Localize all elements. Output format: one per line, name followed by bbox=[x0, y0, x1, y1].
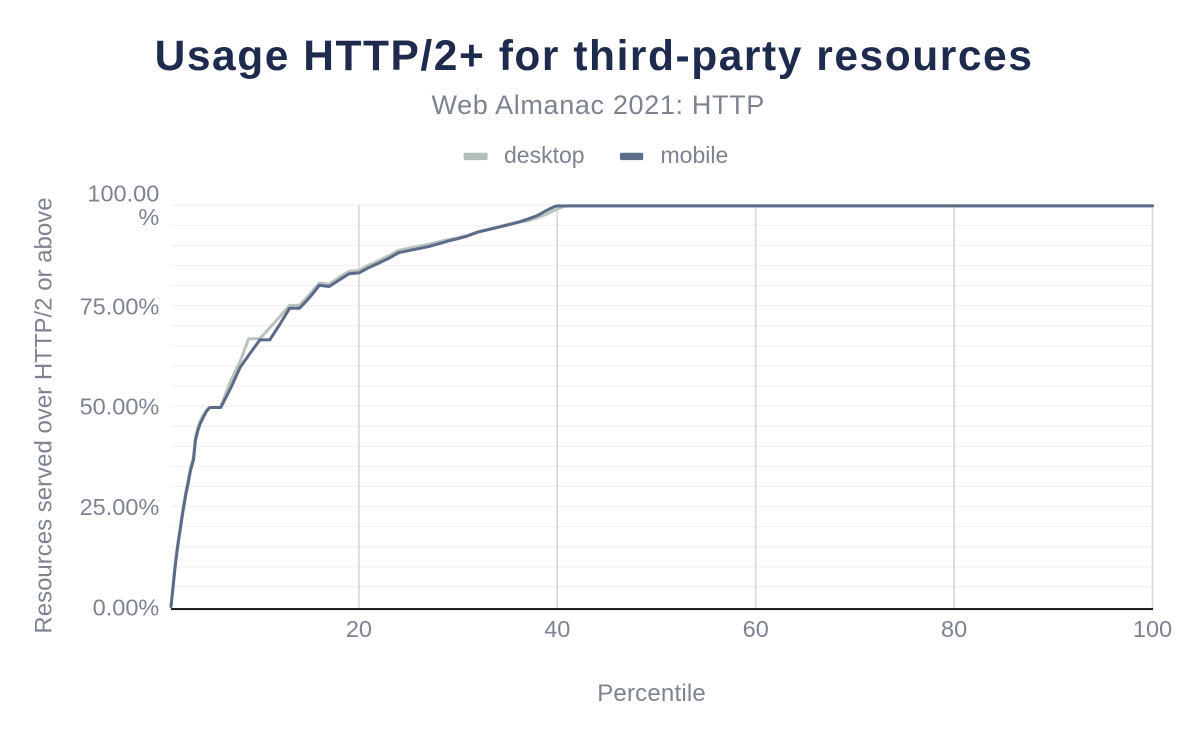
svg-text:100.00: 100.00 bbox=[87, 180, 159, 206]
svg-text:75.00%: 75.00% bbox=[80, 293, 160, 319]
svg-text:40: 40 bbox=[544, 616, 570, 642]
svg-text:0.00%: 0.00% bbox=[93, 595, 160, 621]
svg-text:50.00%: 50.00% bbox=[80, 394, 160, 420]
svg-text:60: 60 bbox=[743, 616, 769, 642]
svg-text:desktop: desktop bbox=[504, 142, 585, 168]
svg-text:25.00%: 25.00% bbox=[80, 494, 160, 520]
svg-text:100: 100 bbox=[1133, 616, 1172, 642]
svg-text:80: 80 bbox=[941, 616, 967, 642]
svg-text:%: % bbox=[138, 204, 159, 230]
svg-text:20: 20 bbox=[346, 616, 372, 642]
svg-text:mobile: mobile bbox=[661, 142, 729, 168]
svg-text:Web Almanac 2021: HTTP: Web Almanac 2021: HTTP bbox=[431, 90, 764, 120]
svg-text:Usage HTTP/2+ for third-party: Usage HTTP/2+ for third-party resources bbox=[155, 33, 1034, 80]
svg-text:Resources served over HTTP/2 o: Resources served over HTTP/2 or above bbox=[31, 197, 58, 633]
svg-text:Percentile: Percentile bbox=[597, 680, 706, 707]
